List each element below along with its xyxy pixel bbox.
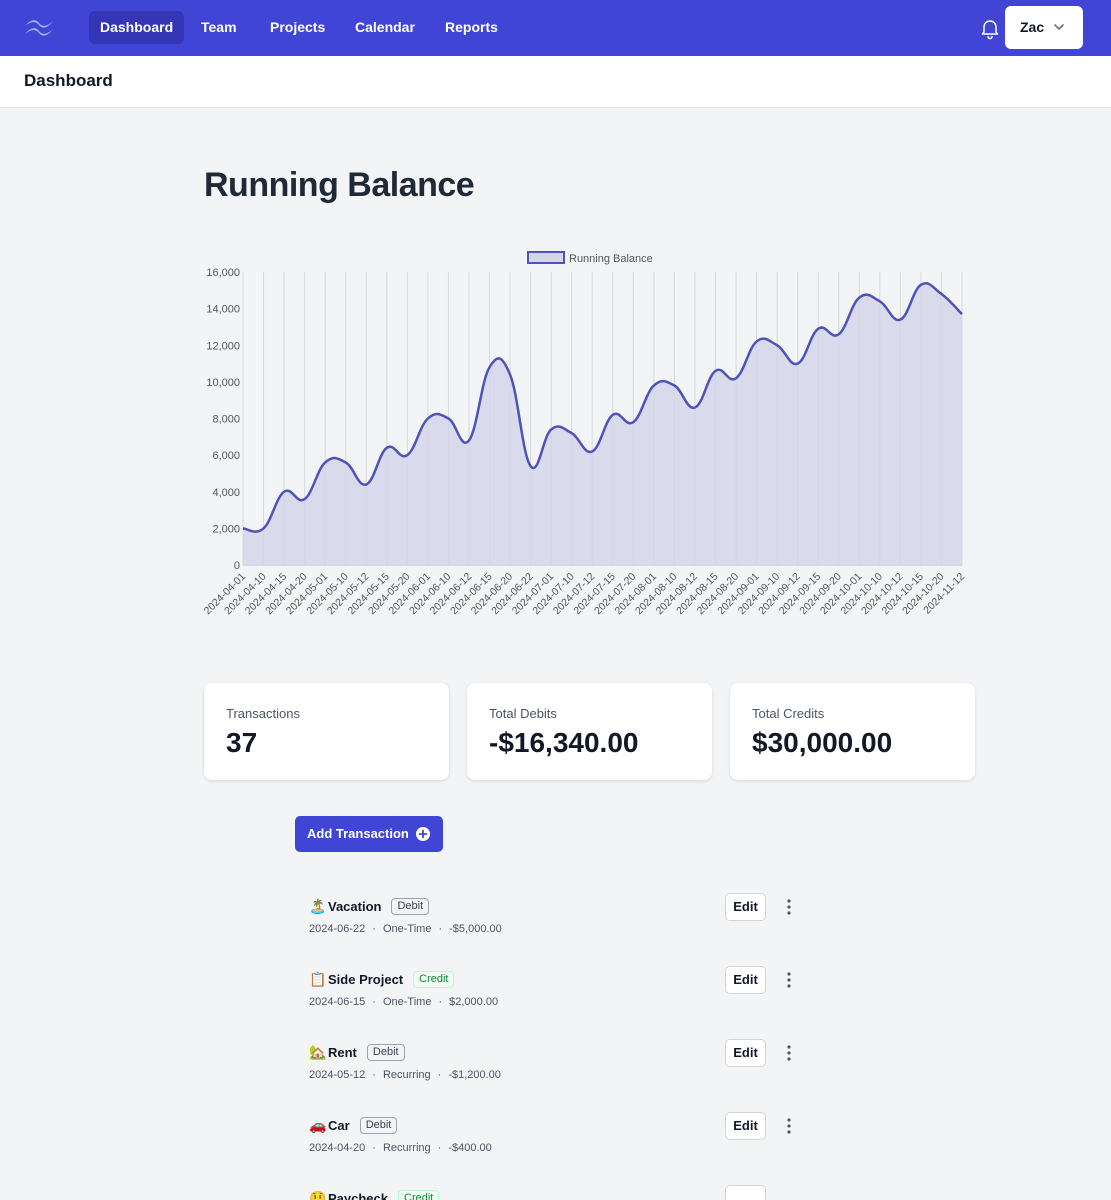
- transaction-frequency: Recurring: [382, 1142, 431, 1154]
- stat-card-transactions: Transactions 37: [204, 683, 449, 780]
- y-tick-label: 2,000: [212, 523, 240, 535]
- stat-label: Total Debits: [489, 706, 557, 721]
- edit-button[interactable]: Edit: [725, 1112, 766, 1140]
- y-tick-label: 16,000: [206, 267, 240, 279]
- y-tick-label: 8,000: [212, 414, 240, 426]
- nav-calendar[interactable]: Calendar: [355, 19, 415, 35]
- user-name: Zac: [1020, 19, 1045, 35]
- y-tick-label: 6,000: [212, 450, 240, 462]
- clipboard-icon: 📋: [309, 970, 327, 987]
- logo-icon[interactable]: [22, 14, 56, 42]
- transaction-amount: -$400.00: [448, 1142, 492, 1154]
- edit-button[interactable]: Edit: [725, 1039, 766, 1067]
- type-badge: Debit: [366, 1043, 405, 1061]
- stat-value: $30,000.00: [752, 727, 893, 758]
- nav-projects[interactable]: Projects: [270, 19, 326, 35]
- transaction-meta: 2024-05-12 · Recurring · -$1,200.00: [309, 1069, 501, 1081]
- transaction-frequency: One-Time: [382, 996, 432, 1008]
- stat-value: 37: [226, 727, 258, 758]
- transaction-item: 🤑 Paycheck Credit: [309, 1185, 799, 1200]
- transaction-title: 🤑 Paycheck Credit: [309, 1188, 440, 1200]
- transaction-name: Rent: [328, 1044, 357, 1060]
- type-badge: Debit: [391, 897, 430, 915]
- page-header: Dashboard: [0, 56, 1111, 108]
- transaction-item: 🏝️ Vacation Debit 2024-06-22 · One-Time · -$…: [309, 893, 799, 956]
- transaction-frequency: One-Time: [382, 923, 432, 935]
- money-face-icon: 🤑: [309, 1189, 327, 1200]
- legend-label: Running Balance: [569, 253, 653, 265]
- type-badge: Debit: [359, 1116, 398, 1134]
- y-tick-label: 12,000: [206, 340, 240, 352]
- transaction-name: Side Project: [328, 971, 404, 987]
- more-options-icon[interactable]: [781, 896, 797, 918]
- bell-icon[interactable]: [978, 16, 1002, 40]
- nav-reports[interactable]: Reports: [445, 19, 498, 35]
- transaction-title: 📋 Side Project Credit: [309, 969, 455, 989]
- add-transaction-label: Add Transaction: [307, 826, 409, 841]
- island-icon: 🏝️: [309, 897, 327, 914]
- stat-card-total-debits: Total Debits -$16,340.00: [467, 683, 712, 780]
- transaction-item: 📋 Side Project Credit 2024-06-15 · One-Tim…: [309, 966, 799, 1029]
- more-options-icon[interactable]: [781, 969, 797, 991]
- nav-dashboard[interactable]: Dashboard: [89, 11, 185, 44]
- user-menu-button[interactable]: Zac: [1005, 6, 1083, 49]
- transaction-date: 2024-05-12: [309, 1069, 366, 1081]
- transaction-title: 🏝️ Vacation Debit: [309, 896, 430, 916]
- transaction-name: Vacation: [328, 898, 382, 914]
- transaction-item: 🏡 Rent Debit 2024-05-12 · Recurring · -$1,20…: [309, 1039, 799, 1102]
- stat-value: -$16,340.00: [489, 727, 639, 758]
- y-tick-label: 4,000: [212, 487, 240, 499]
- more-options-icon[interactable]: [781, 1115, 797, 1137]
- more-options-icon[interactable]: [781, 1042, 797, 1064]
- transaction-amount: $2,000.00: [449, 996, 499, 1008]
- y-tick-label: 14,000: [206, 304, 240, 316]
- stat-card-total-credits: Total Credits $30,000.00: [730, 683, 975, 780]
- chevron-down-icon: [1054, 24, 1064, 30]
- series-line: [242, 282, 963, 533]
- transaction-date: 2024-04-20: [309, 1142, 366, 1154]
- stat-label: Transactions: [226, 706, 300, 721]
- y-tick-label: 0: [234, 560, 240, 572]
- transaction-title: 🏡 Rent Debit: [309, 1042, 405, 1062]
- running-balance-chart: 16,000 14,000 12,000 10,000 8,000 6,000 4,000 2…: [202, 251, 967, 617]
- chart-section-title: Running Balance: [204, 166, 475, 204]
- y-tick-label: 10,000: [206, 377, 240, 389]
- legend-swatch: [527, 251, 565, 264]
- transaction-date: 2024-06-15: [309, 996, 366, 1008]
- transaction-name: Paycheck: [328, 1190, 388, 1200]
- edit-button[interactable]: Edit: [725, 966, 766, 994]
- transaction-date: 2024-06-22: [309, 923, 366, 935]
- transaction-amount: -$1,200.00: [448, 1069, 501, 1081]
- transaction-name: Car: [328, 1117, 350, 1133]
- nav-team[interactable]: Team: [201, 19, 237, 35]
- house-icon: 🏡: [309, 1043, 327, 1060]
- type-badge: Credit: [398, 1189, 440, 1200]
- series-area: [243, 283, 962, 565]
- plus-circle-icon: [416, 827, 430, 841]
- add-transaction-button[interactable]: Add Transaction: [295, 816, 443, 852]
- transaction-item: 🚗 Car Debit 2024-04-20 · Recurring · -$400.0…: [309, 1112, 799, 1175]
- edit-button[interactable]: Edit: [725, 893, 766, 921]
- transaction-title: 🚗 Car Debit: [309, 1115, 398, 1135]
- transaction-amount: -$5,000.00: [449, 923, 502, 935]
- transaction-meta: 2024-06-22 · One-Time · -$5,000.00: [309, 923, 502, 935]
- top-nav: Dashboard Team Projects Calendar Reports…: [0, 0, 1111, 56]
- transaction-meta: 2024-06-15 · One-Time · $2,000.00: [309, 996, 499, 1008]
- page-title: Dashboard: [24, 71, 113, 90]
- car-icon: 🚗: [309, 1116, 327, 1133]
- type-badge: Credit: [413, 970, 455, 988]
- edit-button[interactable]: [725, 1185, 766, 1200]
- transaction-meta: 2024-04-20 · Recurring · -$400.00: [309, 1142, 492, 1154]
- stat-label: Total Credits: [752, 706, 825, 721]
- transaction-frequency: Recurring: [382, 1069, 431, 1081]
